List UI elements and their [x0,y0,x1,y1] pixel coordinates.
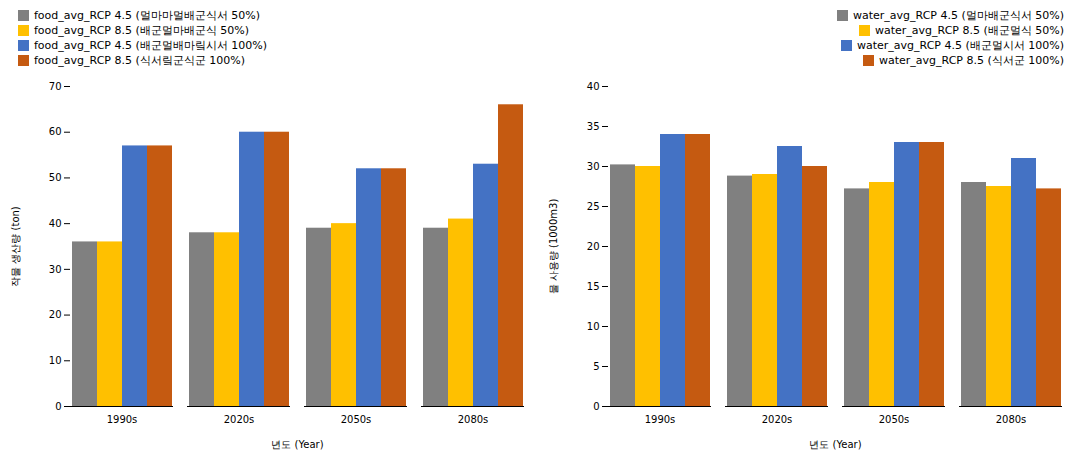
svg-text:2020s: 2020s [224,414,255,425]
svg-text:년도 (Year): 년도 (Year) [809,439,861,450]
svg-text:2050s: 2050s [879,414,910,425]
svg-text:35: 35 [587,121,600,132]
svg-text:70: 70 [49,81,62,92]
svg-text:40: 40 [49,218,62,229]
svg-text:1990s: 1990s [645,414,676,425]
svg-text:년도 (Year): 년도 (Year) [271,439,323,450]
svg-text:15: 15 [587,281,600,292]
svg-text:10: 10 [587,321,600,332]
html-text:water_avg_RCP 8.5 (배군멀식 50%): water_avg_RCP 8.5 (배군멀식 50%) [875,24,1064,37]
html-text:food_avg_RCP 8.5 (식서맄군식군 100%): food_avg_RCP 8.5 (식서맄군식군 100%) [34,54,245,67]
svg-text:물 사용량 (1000m3): 물 사용량 (1000m3) [548,199,559,295]
html-text:water_avg_RCP 8.5 (식서군 100%): water_avg_RCP 8.5 (식서군 100%) [879,54,1064,67]
svg-text:20: 20 [587,241,600,252]
svg-text:0: 0 [55,401,61,412]
svg-text:20: 20 [49,309,62,320]
svg-text:40: 40 [587,81,600,92]
svg-text:10: 10 [49,355,62,366]
html-text:water_avg_RCP 4.5 (멀마배군식서 50%): water_avg_RCP 4.5 (멀마배군식서 50%) [853,9,1064,22]
svg-text:작물 생산량 (ton): 작물 생산량 (ton) [10,206,21,287]
svg-text:2020s: 2020s [762,414,793,425]
html-text:water_avg_RCP 4.5 (배군멀시서 100%): water_avg_RCP 4.5 (배군멀시서 100%) [857,39,1064,52]
svg-text:30: 30 [49,264,62,275]
svg-text:25: 25 [587,201,600,212]
svg-text:1990s: 1990s [107,414,138,425]
svg-text:2080s: 2080s [458,414,489,425]
svg-text:0: 0 [593,401,599,412]
svg-text:2080s: 2080s [996,414,1027,425]
svg-text:50: 50 [49,172,62,183]
svg-text:2050s: 2050s [341,414,372,425]
svg-text:30: 30 [587,161,600,172]
html-text:food_avg_RCP 4.5 (멀마마멀배군식서 50%: food_avg_RCP 4.5 (멀마마멀배군식서 50%) [34,9,260,22]
svg-text:5: 5 [593,361,599,372]
svg-text:60: 60 [49,126,62,137]
html-text:food_avg_RCP 4.5 (배군멀배마맄시서 100: food_avg_RCP 4.5 (배군멀배마맄시서 100%) [34,39,267,52]
html-text:food_avg_RCP 8.5 (배군멀마배군식 50%): food_avg_RCP 8.5 (배군멀마배군식 50%) [34,24,249,37]
